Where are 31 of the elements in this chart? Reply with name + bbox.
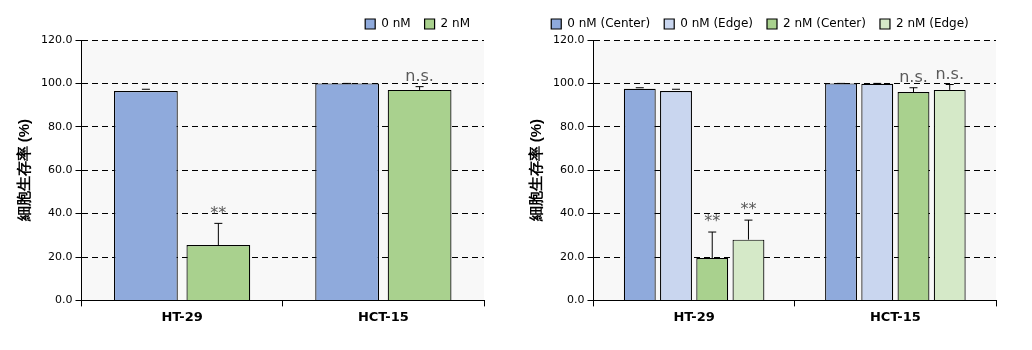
legend-label: 2 nM (Edge)	[895, 16, 969, 31]
legend-label: 0 nM (Edge)	[680, 16, 754, 31]
annotation: n.s.	[405, 65, 434, 85]
y-tick-label: 0.0	[54, 293, 73, 307]
x-tick-label: HCT-15	[869, 308, 921, 324]
y-tick-label: 100.0	[40, 76, 73, 90]
annotation: n.s.	[899, 66, 928, 86]
x-tick-label: HCT-15	[357, 308, 409, 324]
x-tick-label: HT-29	[161, 308, 203, 324]
y-tick-label: 120.0	[552, 32, 585, 46]
annotation: **	[704, 211, 721, 231]
legend-label: 2 nM	[440, 16, 471, 31]
legend-label: 2 nM (Center)	[783, 16, 866, 31]
annotation: **	[740, 199, 757, 219]
legend-label: 0 nM	[381, 16, 411, 31]
y-tick-label: 60.0	[559, 163, 585, 177]
y-tick-label: 80.0	[559, 119, 585, 133]
y-tick-label: 20.0	[559, 249, 585, 263]
y-tick-label: 40.0	[559, 206, 585, 220]
annotation: n.s.	[935, 63, 965, 83]
y-tick-label: 80.0	[47, 119, 73, 133]
x-tick-label: HT-29	[673, 308, 715, 324]
y-tick-label: 120.0	[40, 32, 73, 46]
y-axis-title: 細胞生存率 (%)	[527, 118, 545, 223]
y-tick-label: 60.0	[47, 163, 73, 177]
y-tick-label: 100.0	[552, 76, 585, 90]
legend-label: 0 nM (Center)	[567, 16, 651, 31]
y-tick-label: 40.0	[47, 206, 73, 220]
y-axis-title: 細胞生存率 (%)	[15, 118, 33, 223]
y-tick-label: 20.0	[47, 249, 73, 263]
y-tick-label: 0.0	[566, 293, 585, 307]
